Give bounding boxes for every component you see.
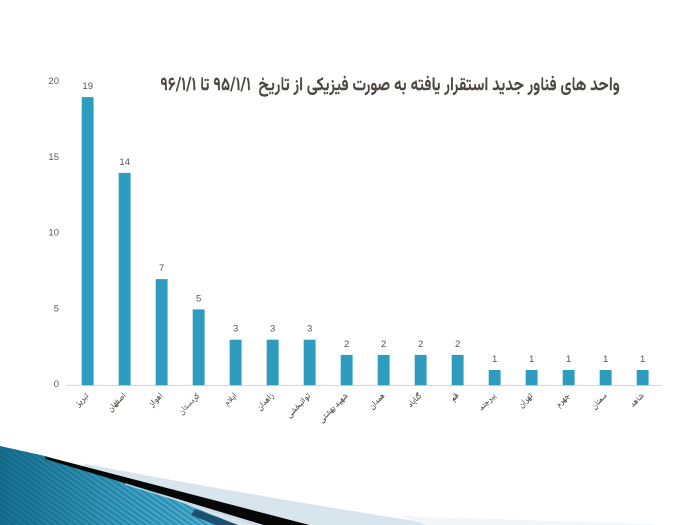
svg-text:20: 20 (48, 76, 59, 87)
svg-text:14: 14 (119, 157, 130, 168)
svg-text:3: 3 (270, 324, 275, 335)
svg-text:1: 1 (529, 354, 534, 365)
svg-text:5: 5 (54, 303, 59, 314)
svg-text:5: 5 (196, 293, 201, 304)
svg-text:1: 1 (603, 354, 608, 365)
svg-text:1: 1 (492, 354, 497, 365)
svg-text:1: 1 (640, 354, 645, 365)
svg-text:19: 19 (82, 81, 93, 92)
svg-text:10: 10 (48, 228, 59, 239)
svg-text:3: 3 (233, 324, 238, 335)
svg-text:2: 2 (381, 339, 386, 350)
svg-text:3: 3 (307, 324, 312, 335)
svg-text:2: 2 (418, 339, 423, 350)
svg-text:1: 1 (566, 354, 571, 365)
svg-text:2: 2 (344, 339, 349, 350)
svg-text:7: 7 (159, 263, 164, 274)
svg-text:0: 0 (54, 379, 59, 390)
svg-text:15: 15 (48, 152, 59, 163)
svg-text:2: 2 (455, 339, 460, 350)
